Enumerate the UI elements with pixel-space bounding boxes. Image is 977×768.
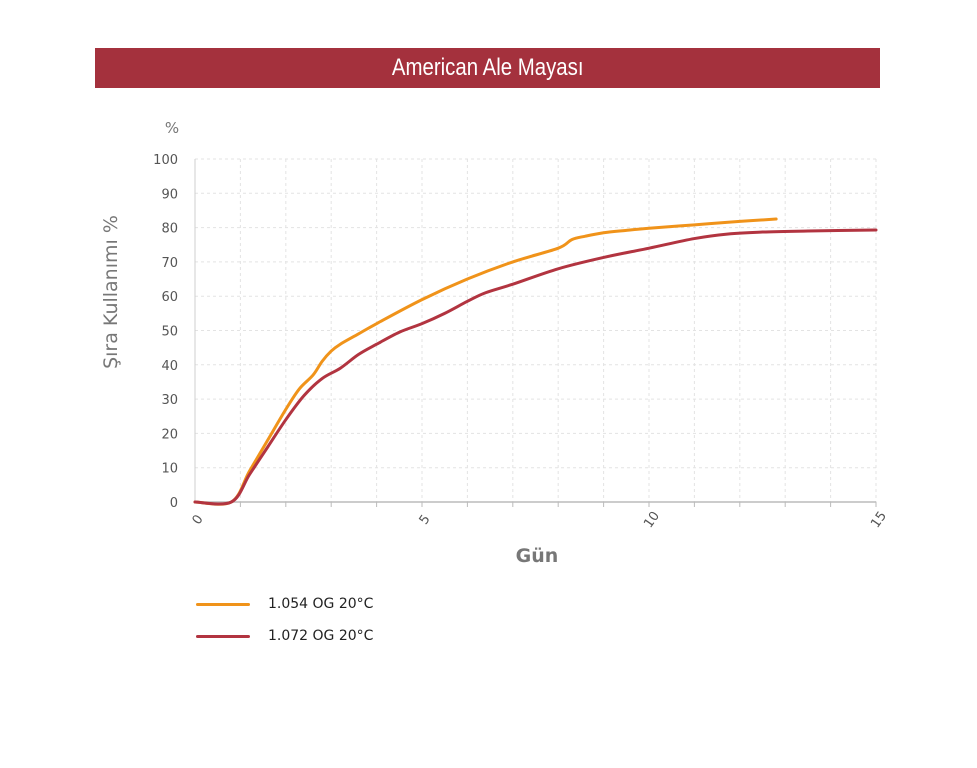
y-tick-label: 100	[153, 153, 178, 168]
y-tick-label: 0	[170, 496, 178, 511]
grid	[195, 158, 877, 502]
legend: 1.054 OG 20°C 1.072 OG 20°C	[196, 588, 373, 652]
legend-label: 1.072 OG 20°C	[268, 628, 374, 644]
x-tick-label: 15	[868, 509, 890, 531]
y-tick-label: 20	[161, 427, 178, 442]
y-axis-unit: %	[165, 119, 179, 137]
legend-label: 1.054 OG 20°C	[268, 596, 374, 612]
legend-item-1054: 1.054 OG 20°C	[196, 588, 373, 620]
y-tick-label: 40	[161, 359, 178, 374]
chart-title-banner: American Ale Mayası	[95, 48, 880, 88]
y-tick-label: 90	[161, 187, 178, 202]
x-axis-label: Gün	[516, 545, 559, 567]
series-line-0	[193, 217, 778, 506]
y-tick-label: 80	[161, 222, 178, 237]
y-tick-label: 70	[161, 256, 178, 271]
series-line-1	[193, 228, 878, 506]
tick-labels: 0 10 20 30 40 50 60 70 80 90 100 0 5 10 15	[153, 153, 890, 531]
legend-swatch-red	[196, 634, 250, 638]
y-tick-label: 50	[161, 325, 178, 340]
y-tick-label: 30	[161, 393, 178, 408]
legend-swatch-orange	[196, 602, 250, 606]
x-tick-label: 0	[190, 512, 207, 527]
x-tick-label: 5	[417, 512, 434, 527]
x-tick-label: 10	[641, 509, 663, 531]
series-lines	[193, 217, 878, 506]
y-tick-label: 10	[161, 462, 178, 477]
y-tick-label: 60	[161, 290, 178, 305]
y-axis-label: Şıra Kullanımı %	[100, 215, 122, 369]
legend-item-1072: 1.072 OG 20°C	[196, 620, 373, 652]
chart-title: American Ale Mayası	[391, 54, 584, 81]
axes	[194, 159, 877, 507]
